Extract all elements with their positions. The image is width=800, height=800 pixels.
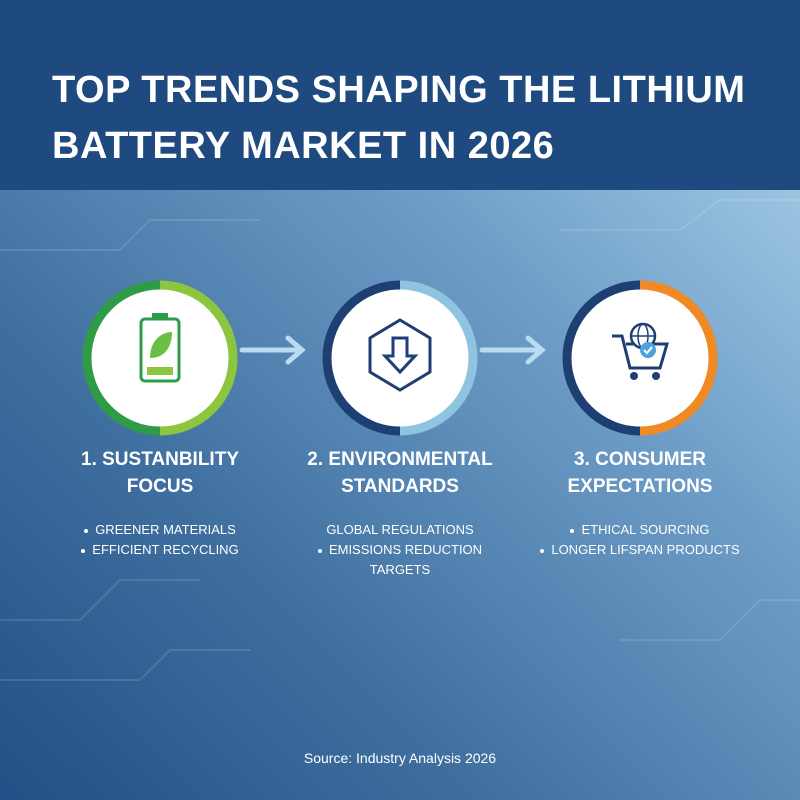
trend-heading: 1. SUSTANBILITY FOCUS bbox=[81, 449, 239, 497]
trend-item: GREENER MATERIALS bbox=[50, 520, 270, 540]
trend-item: ETHICAL SOURCING bbox=[530, 520, 750, 540]
trend-item: EMISSIONS REDUCTION TARGETS bbox=[290, 540, 510, 580]
item-text: GREENER MATERIALS bbox=[95, 522, 236, 537]
item-text: EFFICIENT RECYCLING bbox=[92, 542, 239, 557]
trend-icon bbox=[322, 280, 478, 436]
trend-item: LONGER LIFSPAN PRODUCTS bbox=[530, 540, 750, 560]
source: Source: Industry Analysis 2026 bbox=[303, 750, 497, 766]
trend: 1. SUSTANBILITY FOCUS GREENER MATERIALS … bbox=[50, 446, 270, 560]
trend-icon bbox=[82, 280, 238, 436]
trend-item: GLOBAL REGULATIONS bbox=[290, 520, 510, 540]
trend-heading: 2. ENVIRONMENTAL STANDARDS bbox=[307, 449, 493, 497]
trend-heading: 3. CONSUMER EXPECTATIONS bbox=[567, 449, 713, 497]
trend: 2. ENVIRONMENTAL STANDARDS GLOBAL REGULA… bbox=[290, 446, 510, 580]
trend: 3. CONSUMER EXPECTATIONS ETHICAL SOURCIN… bbox=[530, 446, 750, 560]
header: TOP TRENDS SHAPING THE LITHIUM BATTERY M… bbox=[0, 0, 800, 190]
item-text: GLOBAL REGULATIONS bbox=[326, 522, 474, 537]
trend-item: EFFICIENT RECYCLING bbox=[50, 540, 270, 560]
item-text: EMISSIONS REDUCTION TARGETS bbox=[328, 542, 483, 577]
trend-icon bbox=[562, 280, 718, 436]
item-text: LONGER LIFSPAN PRODUCTS bbox=[551, 542, 740, 557]
title: TOP TRENDS SHAPING THE LITHIUM BATTERY M… bbox=[52, 69, 746, 167]
item-text: ETHICAL SOURCING bbox=[581, 522, 710, 537]
